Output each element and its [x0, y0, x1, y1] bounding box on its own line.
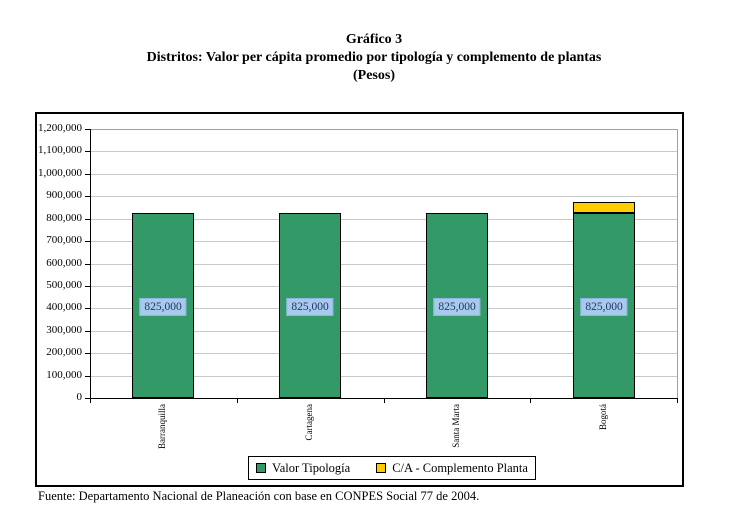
- x-axis-label: Santa Marta: [451, 404, 461, 448]
- gridline: [91, 219, 677, 220]
- y-axis-tick: [85, 398, 90, 399]
- y-tick-label: 600,000: [46, 257, 82, 269]
- y-axis-tick: [85, 308, 90, 309]
- plot-border-right: [677, 129, 678, 398]
- y-tick-label: 1,200,000: [38, 122, 82, 134]
- bar-value-label: 825,000: [286, 298, 334, 316]
- gridline: [91, 196, 677, 197]
- y-tick-label: 500,000: [46, 279, 82, 291]
- y-axis-tick: [85, 174, 90, 175]
- y-tick-label: 1,000,000: [38, 167, 82, 179]
- source-note: Fuente: Departamento Nacional de Planeac…: [38, 489, 480, 503]
- bar-value-label: 825,000: [139, 298, 187, 316]
- plot-border-top: [90, 129, 678, 130]
- y-axis-tick: [85, 331, 90, 332]
- y-tick-label: 300,000: [46, 324, 82, 336]
- y-axis-tick: [85, 264, 90, 265]
- gridline: [91, 174, 677, 175]
- bar-value-label: 825,000: [580, 298, 628, 316]
- x-axis-tick: [677, 398, 678, 403]
- y-axis-tick: [85, 376, 90, 377]
- gridline: [91, 353, 677, 354]
- y-axis-tick: [85, 241, 90, 242]
- y-tick-label: 1,100,000: [38, 144, 82, 156]
- legend-label: C/A - Complemento Planta: [392, 460, 528, 475]
- chart-title-block: Gráfico 3 Distritos: Valor per cápita pr…: [0, 31, 748, 85]
- y-tick-label: 200,000: [46, 346, 82, 358]
- x-axis-tick: [384, 398, 385, 403]
- y-tick-label: 700,000: [46, 234, 82, 246]
- chart-units: (Pesos): [353, 68, 395, 83]
- y-axis-tick: [85, 129, 90, 130]
- y-tick-label: 800,000: [46, 212, 82, 224]
- chart-title: Gráfico 3: [345, 32, 403, 47]
- y-axis-tick: [85, 286, 90, 287]
- gridline: [91, 308, 677, 309]
- x-axis-label: Cartagena: [304, 404, 314, 441]
- x-axis-tick: [90, 398, 91, 403]
- legend-item-c-a-complemento-planta: C/A - Complemento Planta: [376, 461, 528, 476]
- gridline: [91, 151, 677, 152]
- bar-value-label: 825,000: [433, 298, 481, 316]
- legend-label: Valor Tipología: [272, 460, 351, 475]
- gridline: [91, 331, 677, 332]
- legend-item-valor-tipologia: Valor Tipología: [256, 461, 350, 476]
- y-axis-tick: [85, 196, 90, 197]
- x-axis-label: Bogotá: [598, 404, 608, 430]
- x-axis-label: Barranquilla: [157, 404, 167, 449]
- legend-swatch-c-a-complemento-planta: [376, 463, 387, 473]
- x-axis-tick: [530, 398, 531, 403]
- y-tick-label: 0: [76, 391, 83, 403]
- x-axis-tick: [237, 398, 238, 403]
- gridline: [91, 241, 677, 242]
- legend: Valor Tipología C/A - Complemento Planta: [248, 456, 536, 480]
- y-tick-label: 400,000: [46, 301, 82, 313]
- bar-segment-c-a-complemento-planta: [573, 202, 635, 213]
- y-axis-tick: [85, 353, 90, 354]
- y-tick-label: 900,000: [46, 189, 82, 201]
- y-axis-tick: [85, 219, 90, 220]
- y-axis-line: [90, 129, 91, 399]
- gridline: [91, 286, 677, 287]
- y-tick-label: 100,000: [46, 369, 82, 381]
- y-axis-tick: [85, 151, 90, 152]
- legend-swatch-valor-tipologia: [256, 463, 267, 473]
- gridline: [91, 376, 677, 377]
- gridline: [91, 264, 677, 265]
- chart-subtitle: Distritos: Valor per cápita promedio por…: [146, 50, 602, 65]
